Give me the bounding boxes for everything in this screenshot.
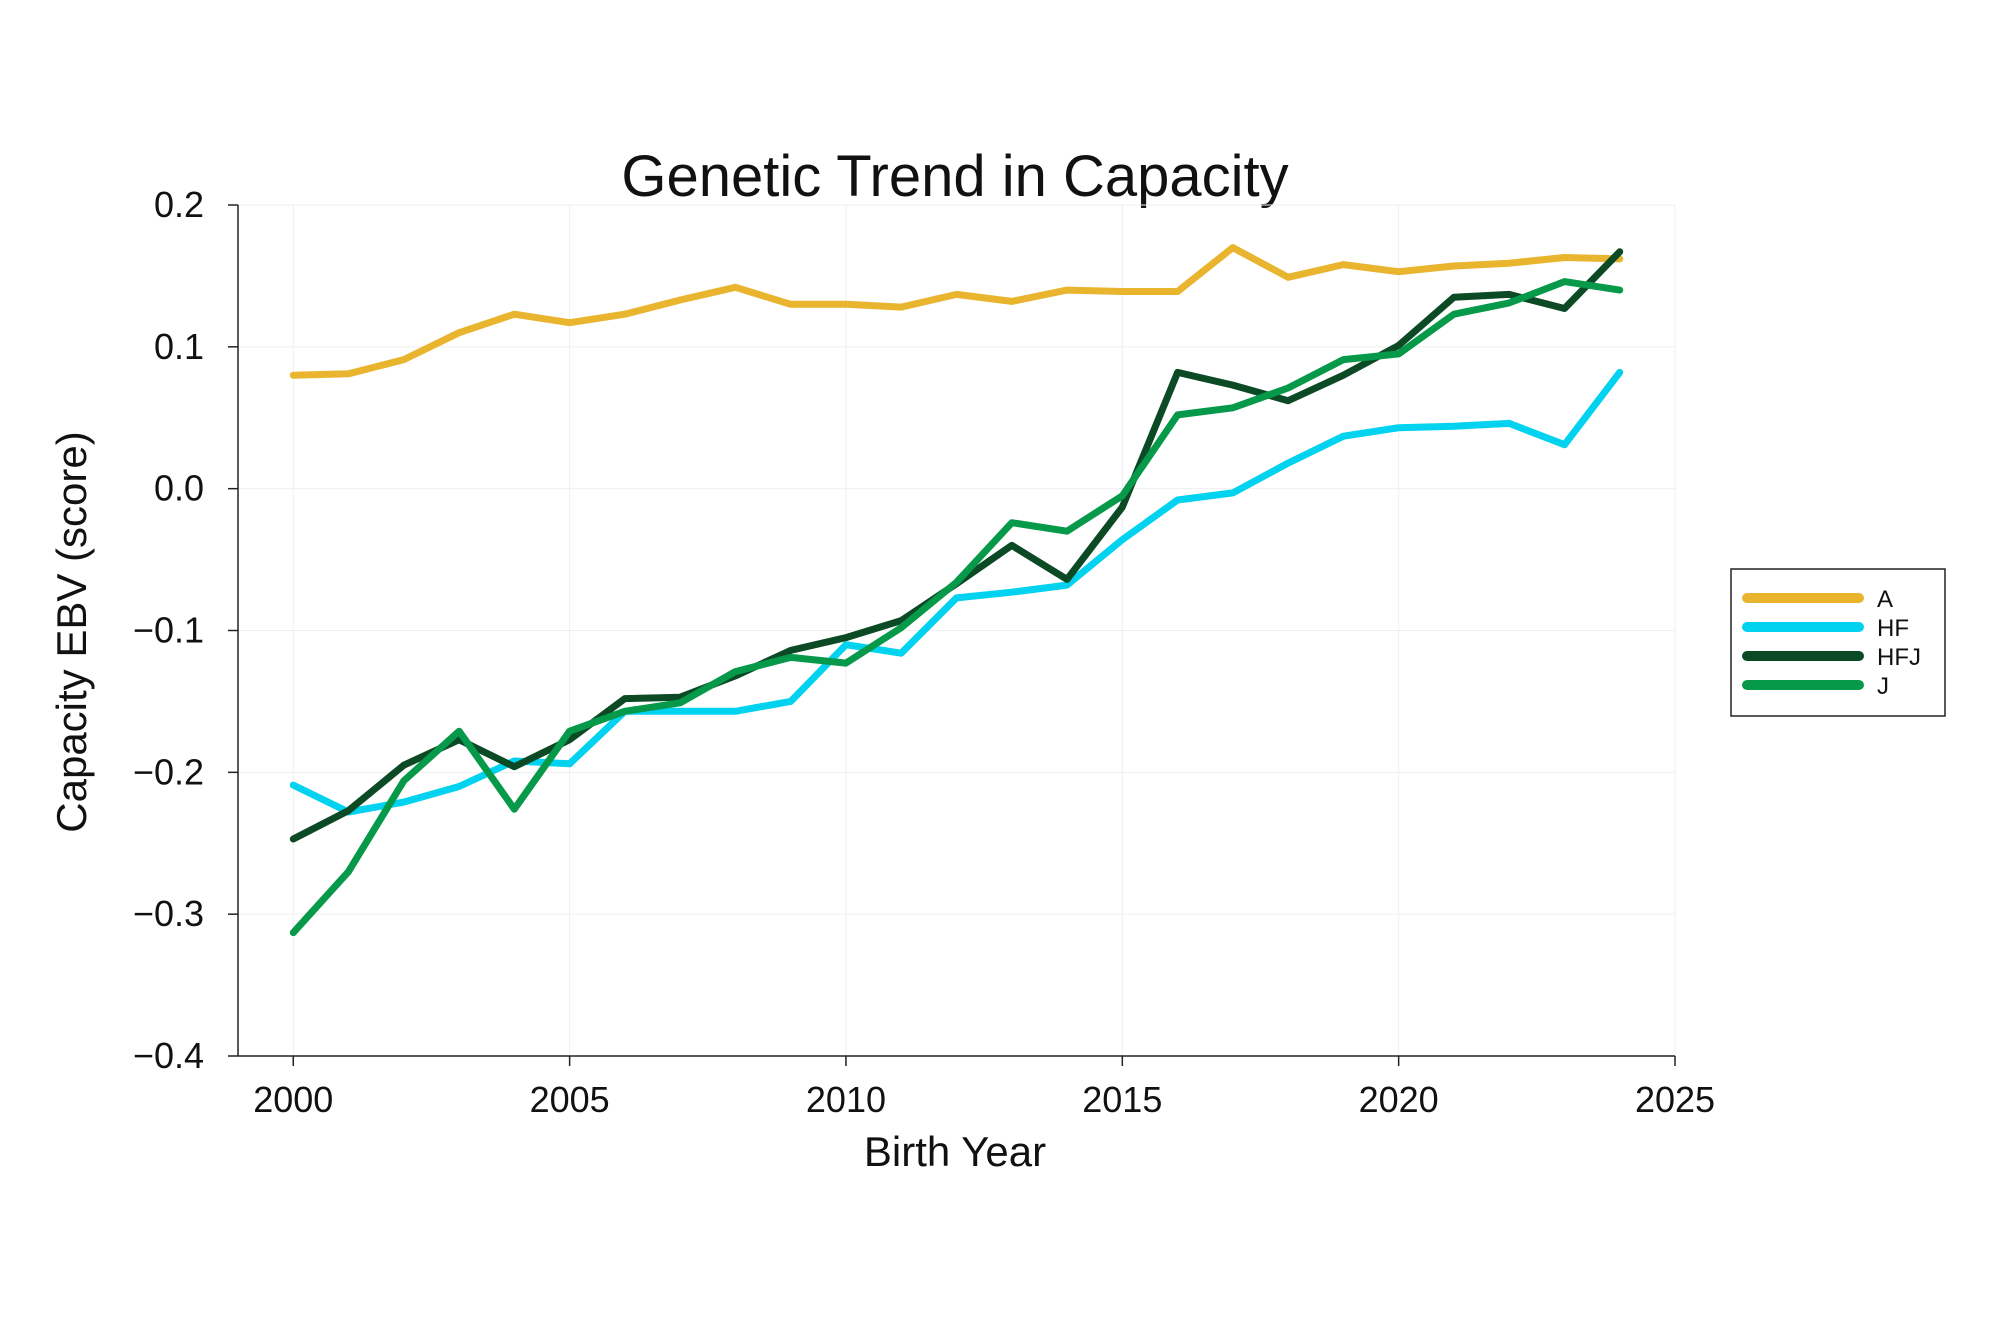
x-tick-label: 2025: [1635, 1079, 1715, 1120]
y-tick-label: 0.0: [154, 468, 204, 509]
series-line-j: [289, 278, 1624, 937]
x-tick-label: 2010: [806, 1079, 886, 1120]
y-tick-label: −0.4: [133, 1035, 204, 1076]
y-axis-label: Capacity EBV (score): [48, 431, 95, 832]
legend-label-a: A: [1877, 586, 1893, 613]
x-ticks: 2000 2005 2010 2015 2020 2025: [253, 1056, 1715, 1120]
x-tick-label: 2005: [530, 1079, 610, 1120]
y-tick-label: −0.3: [133, 893, 204, 934]
legend-label-hf: HF: [1877, 615, 1909, 642]
series-lines: [289, 244, 1624, 937]
y-tick-label: 0.1: [154, 326, 204, 367]
chart-title: Genetic Trend in Capacity: [621, 144, 1288, 209]
y-tick-label: −0.2: [133, 751, 204, 792]
series-line-hf: [289, 368, 1624, 816]
y-tick-label: −0.1: [133, 610, 204, 651]
legend-label-hfj: HFJ: [1877, 644, 1921, 671]
x-tick-label: 2020: [1359, 1079, 1439, 1120]
x-axis-label: Birth Year: [864, 1128, 1046, 1175]
x-tick-label: 2000: [253, 1079, 333, 1120]
legend-label-j: J: [1877, 673, 1889, 700]
x-tick-label: 2015: [1082, 1079, 1162, 1120]
series-line-a: [289, 244, 1624, 379]
y-ticks: 0.2 0.1 0.0 −0.1 −0.2 −0.3 −0.4: [133, 184, 238, 1076]
legend-frame: [1730, 568, 1946, 717]
y-tick-label: 0.2: [154, 184, 204, 225]
